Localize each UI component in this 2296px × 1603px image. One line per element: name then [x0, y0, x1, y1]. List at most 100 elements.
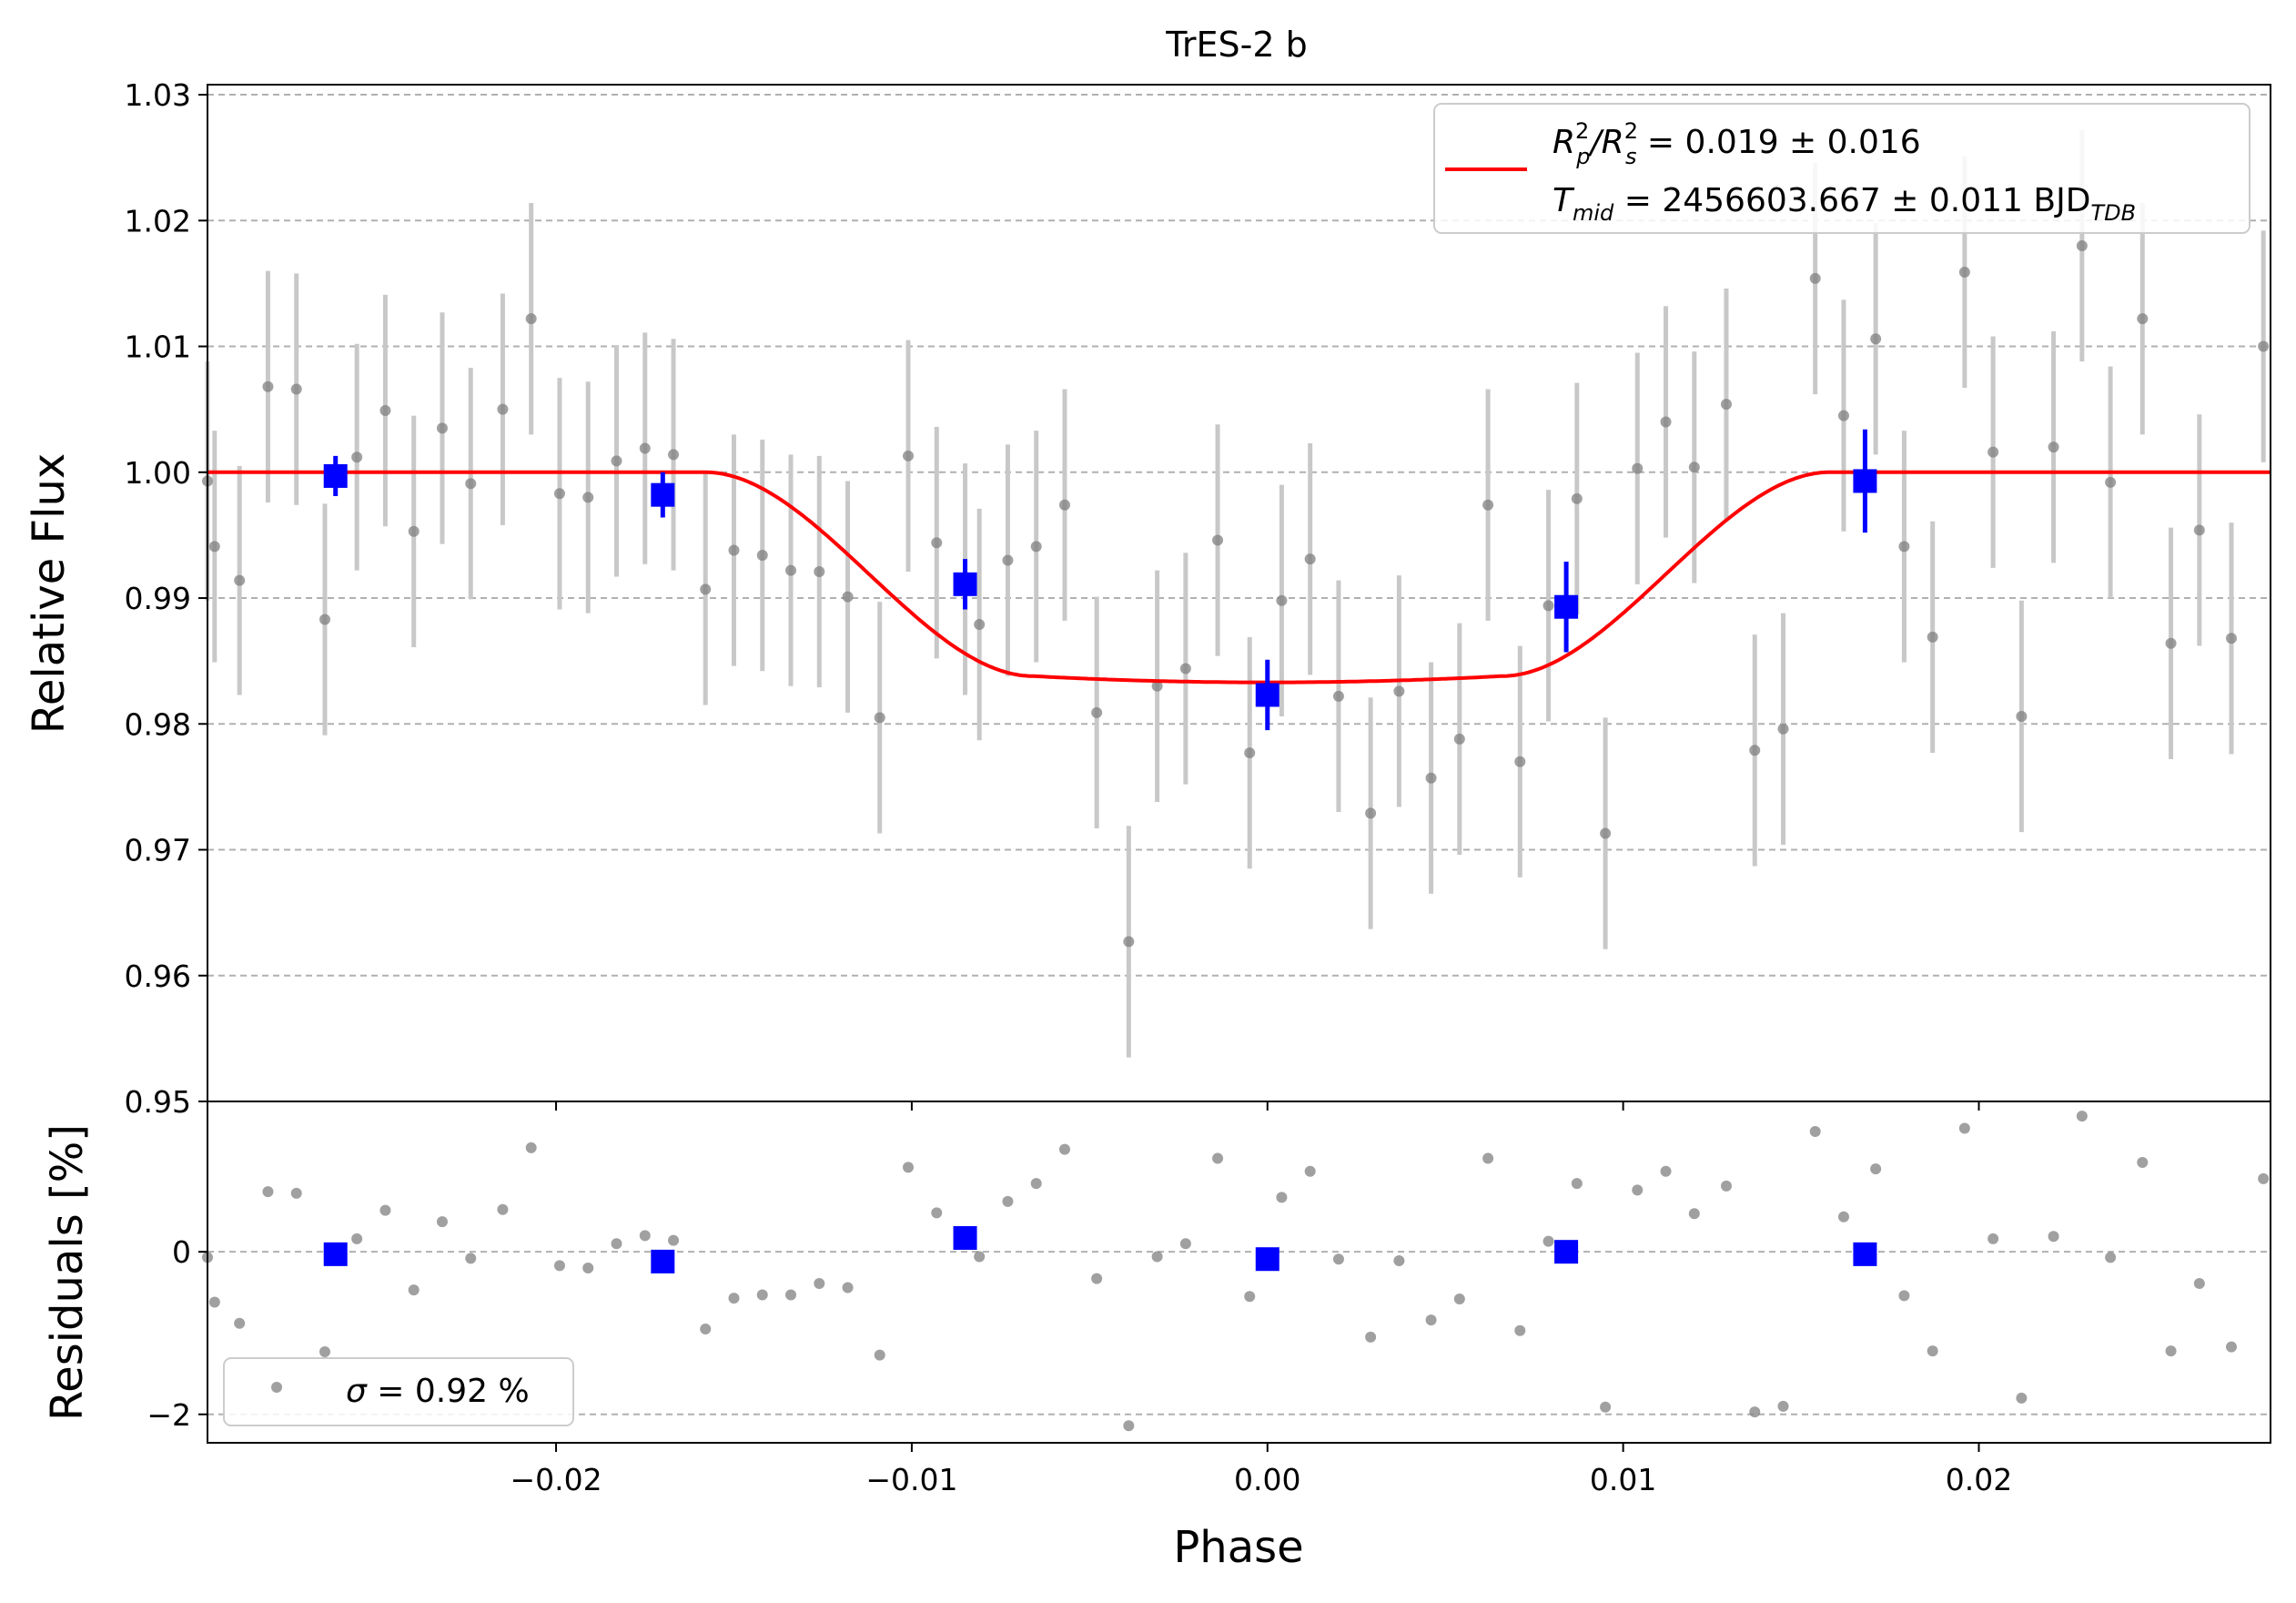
residual-point	[1988, 1233, 1999, 1244]
residual-point	[553, 1260, 565, 1272]
residual-point	[1030, 1178, 1042, 1190]
flux-data-point	[1091, 706, 1103, 718]
residual-point	[2258, 1172, 2270, 1184]
flux-data-point	[1898, 541, 1910, 553]
flux-y-tick-label: 0.99	[125, 581, 191, 616]
residual-point	[351, 1233, 363, 1244]
residual-point	[1571, 1178, 1583, 1190]
residual-point	[1365, 1331, 1377, 1343]
model-legend-line2: Tmid = 2456603.667 ± 0.011 BJDTDB	[1553, 182, 2136, 226]
flux-data-point	[319, 614, 330, 625]
residuals-x-tick-label: −0.01	[865, 1462, 957, 1497]
flux-data-point	[290, 383, 302, 395]
flux-data-point	[1514, 756, 1526, 767]
flux-y-ticks: 0.95 0.96 0.97 0.98 0.99 1.00 1.01 1.02 1.03	[125, 77, 1980, 1120]
flux-data-point	[1600, 827, 1612, 839]
flux-data-point	[842, 591, 854, 603]
residual-point	[2226, 1341, 2238, 1353]
flux-data-point	[436, 422, 448, 434]
residual-point	[1837, 1211, 1849, 1223]
model-legend-line1: R2 p/R2 s = 0.019 ± 0.016	[1553, 118, 1921, 169]
flux-data-point	[728, 544, 740, 556]
residual-point	[1453, 1293, 1465, 1304]
flux-data-point	[902, 450, 914, 462]
flux-data-point	[700, 583, 712, 595]
flux-data-point	[2016, 710, 2028, 722]
flux-data-point	[874, 712, 885, 724]
residual-point	[874, 1349, 885, 1361]
residual-point	[1058, 1143, 1070, 1155]
residual-point	[290, 1187, 302, 1199]
residual-binned-point	[1255, 1247, 1279, 1272]
residual-point	[2105, 1252, 2117, 1263]
flux-y-tick-label: 0.96	[125, 959, 191, 994]
residual-point	[1514, 1324, 1526, 1336]
flux-data-point	[553, 488, 565, 500]
residual-point	[2048, 1231, 2059, 1243]
residual-point	[1304, 1165, 1316, 1177]
residual-point	[379, 1204, 391, 1216]
flux-data-point	[2076, 239, 2088, 251]
flux-data-point	[1179, 663, 1191, 675]
flux-data-point	[1393, 685, 1405, 697]
residuals-y-tick-label: −2	[147, 1397, 191, 1433]
sigma-legend-marker	[271, 1382, 282, 1393]
flux-y-tick-label: 0.98	[125, 706, 191, 742]
flux-y-tick-label: 1.03	[125, 77, 191, 113]
residual-binned-point	[651, 1249, 675, 1273]
flux-data-point	[497, 403, 509, 415]
residual-point	[1123, 1420, 1135, 1432]
sigma-legend-frame	[223, 1357, 574, 1426]
flux-data-point	[1151, 680, 1163, 692]
residual-point	[842, 1282, 854, 1294]
flux-data-point	[582, 492, 594, 503]
flux-data-point	[208, 541, 220, 553]
residual-point	[2165, 1345, 2177, 1357]
residual-point	[1244, 1291, 1256, 1303]
model-legend-frame	[1433, 103, 2250, 234]
residual-binned-point	[1554, 1240, 1579, 1264]
residual-point	[1542, 1235, 1554, 1247]
flux-y-tick-label: 0.97	[125, 833, 191, 868]
flux-binned-point	[323, 463, 348, 488]
residuals-x-tick-label: 0.00	[1234, 1462, 1300, 1497]
flux-data-point	[351, 451, 363, 463]
flux-data-point	[1058, 499, 1070, 511]
flux-data-point	[1688, 462, 1700, 473]
residual-point	[1720, 1180, 1732, 1192]
flux-data-point	[611, 455, 622, 467]
flux-data-point	[1244, 747, 1256, 759]
flux-y-axis-label: Relative Flux	[24, 453, 75, 735]
residual-point	[436, 1216, 448, 1228]
flux-data-point	[1660, 416, 1672, 428]
flux-data-point	[1482, 499, 1494, 511]
flux-data-point	[234, 574, 246, 586]
residual-point	[728, 1293, 740, 1304]
flux-data-point	[1571, 492, 1583, 504]
flux-data-point	[262, 380, 274, 392]
flux-data-point	[1720, 399, 1732, 411]
residual-point	[1276, 1192, 1288, 1203]
residual-point	[525, 1141, 537, 1153]
residual-point	[1870, 1163, 1882, 1175]
residual-point	[1632, 1184, 1644, 1196]
x-axis-label: Phase	[1173, 1522, 1303, 1573]
flux-binned-point	[1853, 469, 1877, 493]
residual-point	[1332, 1253, 1344, 1265]
flux-y-tick-label: 0.95	[125, 1084, 191, 1120]
flux-data-point	[1212, 534, 1224, 546]
transit-model-line	[207, 470, 2271, 685]
flux-binned-point	[1255, 683, 1279, 707]
flux-data-point	[379, 405, 391, 417]
residual-point	[700, 1324, 712, 1334]
residual-point	[1212, 1152, 1224, 1164]
residual-point	[234, 1317, 246, 1329]
residuals-y-axis-label: Residuals [%]	[42, 1124, 93, 1421]
flux-data-point	[974, 619, 986, 631]
residual-point	[611, 1238, 622, 1250]
flux-data-point	[756, 550, 768, 562]
residual-point	[1688, 1208, 1700, 1220]
flux-data-point	[1837, 410, 1849, 421]
flux-data-point	[1870, 333, 1882, 345]
flux-data-point	[1453, 733, 1465, 745]
